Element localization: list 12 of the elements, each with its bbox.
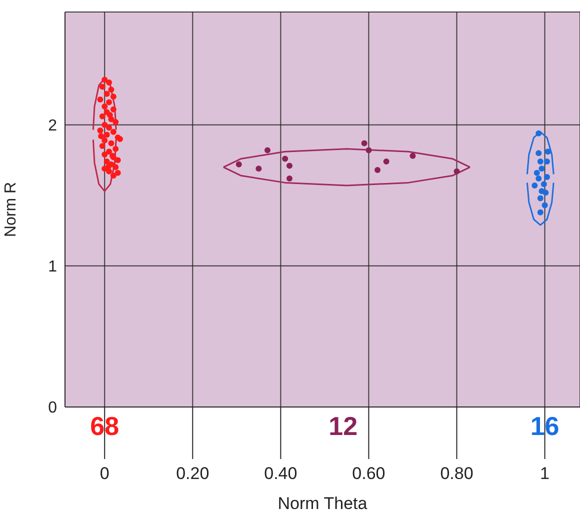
y-tick-label: 2 — [48, 118, 58, 135]
y-tick-label: 0 — [48, 400, 58, 417]
x-tick-label: 0.20 — [176, 464, 210, 484]
y-axis-title: Norm R — [2, 182, 20, 238]
x-tick-label: 0.40 — [264, 464, 298, 484]
text: 12 — [328, 411, 358, 441]
y-tick-label: 1 — [48, 258, 58, 276]
x-tick-label: 0.80 — [440, 464, 474, 484]
x-tick-label: 1 — [540, 464, 550, 484]
x-axis-title: Norm Theta — [278, 494, 368, 512]
x-tick-label: 0.60 — [352, 464, 386, 484]
x-tick-label: 0 — [100, 464, 110, 484]
